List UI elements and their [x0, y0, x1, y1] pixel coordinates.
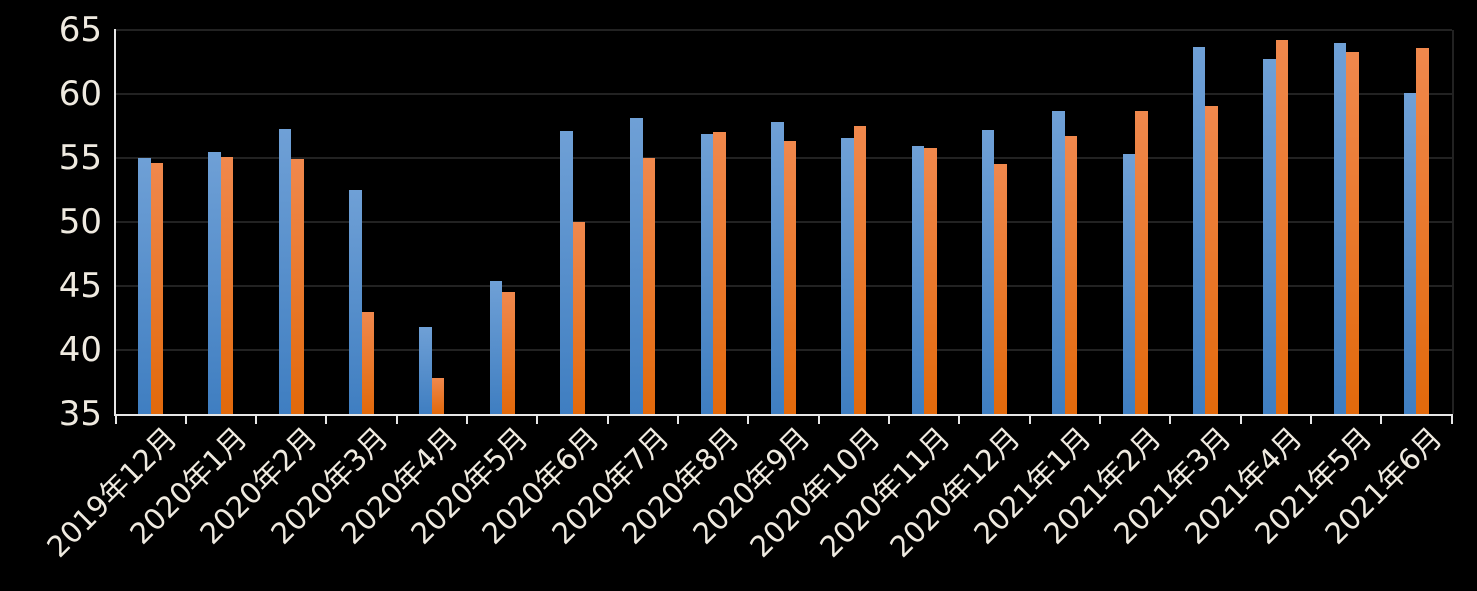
bar-blue-series-2020年11月 — [911, 146, 925, 414]
x-axis-tick — [1309, 415, 1312, 424]
bar-orange-series-2020年2月 — [291, 159, 304, 414]
bar-orange-series-2020年5月 — [502, 292, 515, 414]
bar-orange-series-2021年6月 — [1416, 47, 1429, 414]
bar-orange-series-2021年5月 — [1346, 51, 1359, 414]
x-axis-line — [114, 413, 1453, 416]
y-tick-label-40: 40 — [58, 330, 102, 370]
bar-blue-series-2020年4月 — [419, 326, 432, 414]
x-axis-tick — [184, 415, 187, 424]
plot-right-border — [1451, 30, 1454, 414]
bar-blue-series-2020年6月 — [560, 131, 573, 414]
bar-orange-series-2020年7月 — [642, 158, 656, 414]
x-axis-tick — [606, 415, 609, 424]
bar-blue-series-2020年5月 — [489, 280, 503, 414]
x-axis-tick — [1028, 415, 1031, 424]
bar-blue-series-2021年1月 — [1052, 110, 1065, 414]
bar-orange-series-2020年3月 — [361, 311, 375, 414]
y-tick-label-55: 55 — [58, 138, 102, 178]
y-tick-label-45: 45 — [58, 266, 102, 306]
bar-blue-series-2020年12月 — [981, 129, 995, 414]
bar-orange-series-2020年9月 — [783, 141, 796, 414]
bar-blue-series-2021年5月 — [1333, 42, 1347, 414]
x-axis-tick — [958, 415, 961, 424]
bar-blue-series-2020年3月 — [349, 190, 362, 414]
bar-blue-series-2020年8月 — [700, 133, 714, 414]
bar-orange-series-2021年2月 — [1135, 110, 1148, 414]
x-axis-tick — [1380, 415, 1383, 424]
y-tick-label-50: 50 — [58, 202, 102, 242]
bar-orange-series-2020年11月 — [924, 147, 937, 414]
y-tick-label-35: 35 — [58, 394, 102, 434]
x-axis-tick — [1239, 415, 1242, 424]
bar-orange-series-2020年12月 — [994, 164, 1007, 414]
bar-blue-series-2020年2月 — [278, 128, 292, 414]
bar-orange-series-2021年4月 — [1275, 40, 1289, 414]
bar-orange-series-2021年3月 — [1205, 105, 1218, 414]
bar-blue-series-2021年4月 — [1263, 59, 1276, 414]
bar-blue-series-2020年9月 — [771, 122, 784, 414]
y-axis-line — [114, 29, 116, 414]
x-axis-tick — [677, 415, 680, 424]
x-axis-tick — [747, 415, 750, 424]
x-axis-tick — [255, 415, 258, 424]
bar-orange-series-2020年10月 — [853, 126, 867, 414]
gridline-60 — [115, 93, 1452, 95]
x-axis-tick — [325, 415, 328, 424]
bar-blue-series-2020年10月 — [841, 137, 854, 414]
bar-blue-series-2021年6月 — [1403, 92, 1417, 414]
bar-orange-series-2020年4月 — [431, 378, 445, 414]
bar-orange-series-2019年12月 — [150, 163, 164, 414]
y-tick-label-60: 60 — [58, 74, 102, 114]
y-tick-label-65: 65 — [58, 10, 102, 50]
bar-blue-series-2021年3月 — [1192, 46, 1206, 414]
x-axis-tick — [1450, 415, 1453, 424]
bar-orange-series-2020年6月 — [572, 222, 586, 414]
x-axis-tick — [395, 415, 398, 424]
x-axis-tick — [114, 415, 117, 424]
bar-blue-series-2021年2月 — [1122, 154, 1136, 414]
x-axis-tick — [1098, 415, 1101, 424]
x-axis-tick — [887, 415, 890, 424]
bar-orange-series-2020年1月 — [220, 156, 234, 414]
x-axis-tick — [817, 415, 820, 424]
x-axis-tick — [1169, 415, 1172, 424]
bar-blue-series-2020年1月 — [208, 151, 221, 414]
x-axis-tick — [466, 415, 469, 424]
bar-blue-series-2019年12月 — [138, 158, 151, 414]
x-axis-tick — [536, 415, 539, 424]
bar-orange-series-2020年8月 — [713, 132, 726, 414]
bar-blue-series-2020年7月 — [630, 118, 643, 414]
gridline-65 — [115, 29, 1452, 31]
bar-orange-series-2021年1月 — [1064, 136, 1078, 414]
